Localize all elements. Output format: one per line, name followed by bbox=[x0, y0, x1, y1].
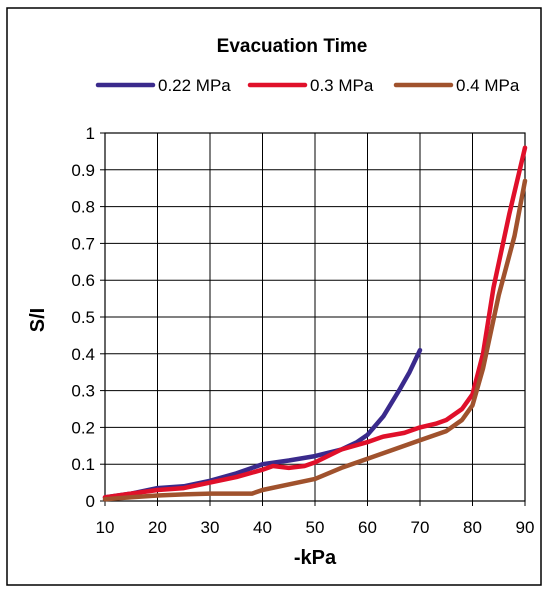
y-tick-label: 0.2 bbox=[71, 418, 95, 437]
x-tick-label: 80 bbox=[463, 518, 482, 537]
y-tick-label: 0 bbox=[86, 492, 95, 511]
y-tick-label: 0.1 bbox=[71, 455, 95, 474]
y-tick-label: 0.3 bbox=[71, 382, 95, 401]
x-axis-label: -kPa bbox=[294, 547, 337, 569]
legend: 0.22 MPa 0.3 MPa 0.4 MPa bbox=[95, 76, 520, 95]
y-tick-label: 0.5 bbox=[71, 308, 95, 327]
x-tick-label: 10 bbox=[96, 518, 115, 537]
x-tick-label: 90 bbox=[516, 518, 535, 537]
x-tick-label: 20 bbox=[148, 518, 167, 537]
x-axis: 10 20 30 40 50 60 70 80 90 bbox=[96, 501, 535, 537]
y-tick-label: 1 bbox=[86, 124, 95, 143]
x-tick-label: 50 bbox=[306, 518, 325, 537]
y-axis-label: S/I bbox=[27, 308, 49, 332]
series-line-2 bbox=[102, 145, 528, 500]
x-tick-label: 70 bbox=[411, 518, 430, 537]
y-tick-label: 0.8 bbox=[71, 198, 95, 217]
y-tick-label: 0.9 bbox=[71, 161, 95, 180]
y-tick-label: 0.7 bbox=[71, 234, 95, 253]
series-line-3 bbox=[102, 178, 528, 502]
legend-label-3: 0.4 MPa bbox=[456, 76, 520, 95]
y-tick-label: 0.4 bbox=[71, 345, 95, 364]
x-tick-label: 40 bbox=[253, 518, 272, 537]
y-tick-label: 0.6 bbox=[71, 271, 95, 290]
x-tick-label: 60 bbox=[358, 518, 377, 537]
x-tick-label: 30 bbox=[201, 518, 220, 537]
chart-title: Evacuation Time bbox=[217, 36, 368, 57]
legend-label-1: 0.22 MPa bbox=[158, 76, 231, 95]
legend-label-2: 0.3 MPa bbox=[310, 76, 374, 95]
y-axis: 0 0.1 0.2 0.3 0.4 0.5 0.6 0.7 0.8 0.9 1 bbox=[71, 124, 105, 511]
series-layer bbox=[102, 145, 528, 502]
